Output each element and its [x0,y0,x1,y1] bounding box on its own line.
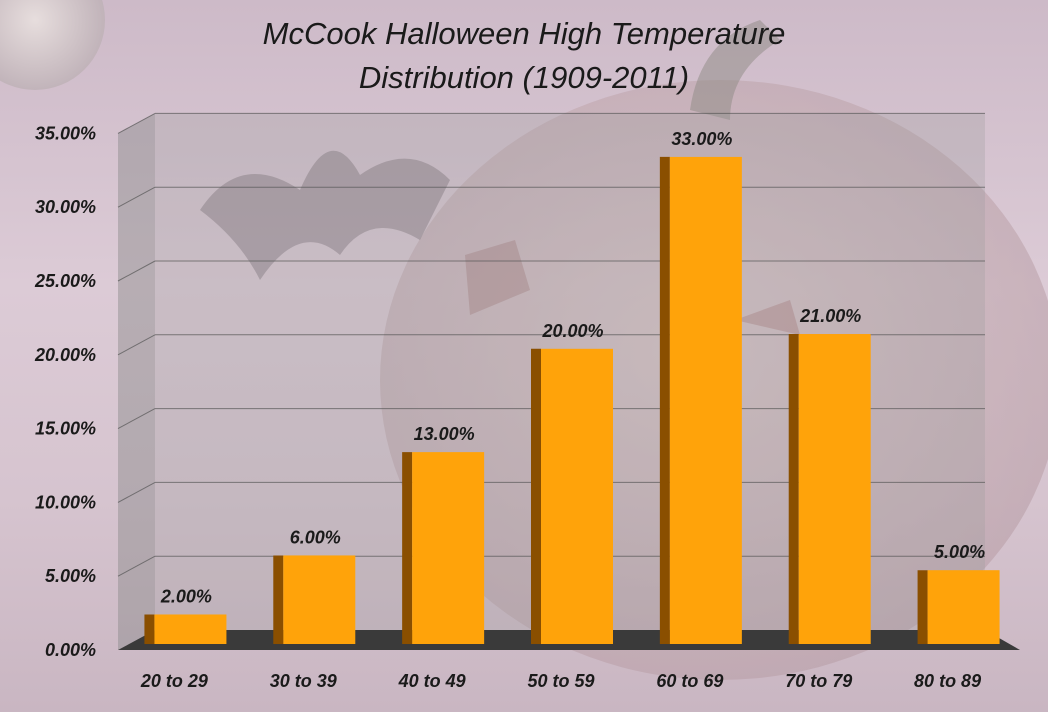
pumpkin-eye-shape [465,240,530,315]
bar [273,555,356,644]
data-label: 21.00% [799,306,861,326]
bar-front [927,570,1000,644]
data-label: 20.00% [541,321,603,341]
chart-title-line-2: Distribution (1909-2011) [358,60,690,95]
gridline-side [117,186,156,208]
x-tick-label: 40 to 49 [398,671,466,691]
bar-front [669,156,742,645]
x-tick-label: 50 to 59 [527,671,594,691]
bar-side [402,452,413,644]
gridline-side [117,555,156,577]
bat-shape [200,150,450,280]
bar-side [144,614,155,644]
pumpkin-stem-shape [690,20,780,120]
bar [402,452,485,644]
bar-side [273,555,284,644]
data-label: 2.00% [160,586,212,606]
bars [144,156,1000,645]
bar-front [283,555,356,644]
x-tick-label: 70 to 79 [785,671,852,691]
bar-front [798,334,871,644]
bar-side [659,156,670,645]
bar-front [412,452,485,644]
bar-side [917,570,928,644]
chart-title-line-1: McCook Halloween High Temperature [262,16,786,51]
gridline-side [117,408,156,430]
x-tick-label: 60 to 69 [656,671,723,691]
bar [659,156,742,645]
bar [788,334,871,644]
y-tick-label: 5.00% [45,566,96,586]
data-label: 33.00% [671,129,732,149]
y-tick-label: 0.00% [45,640,96,660]
data-labels: 2.00% 6.00% 13.00% 20.00% 33.00% 21.00% 5.00% [160,129,985,607]
bar-front [154,614,227,644]
y-axis-ticks: 0.00% 5.00% 10.00% 15.00% 20.00% 25.00% 30.00%… [34,123,96,660]
moon-shape [0,0,105,90]
bar [917,570,1000,644]
gridline-side [117,481,156,503]
y-tick-label: 30.00% [35,197,96,217]
gridline-side [117,334,156,356]
gridline-side [117,260,156,282]
y-tick-label: 20.00% [34,345,96,365]
data-label: 5.00% [934,542,985,562]
bar-front [541,348,613,644]
x-tick-label: 80 to 89 [914,671,981,691]
y-tick-label: 35.00% [35,123,96,143]
pumpkin-eye-right-shape [735,300,800,335]
y-tick-label: 10.00% [35,492,96,512]
x-tick-label: 20 to 29 [140,671,208,691]
y-tick-label: 25.00% [34,271,96,291]
bar-side [531,348,541,644]
data-label: 13.00% [414,424,475,444]
side-wall [118,113,155,650]
gridline-side [117,112,156,134]
x-tick-label: 30 to 39 [270,671,337,691]
y-tick-label: 15.00% [35,419,96,439]
x-axis-ticks: 20 to 29 30 to 39 40 to 49 50 to 59 60 to 69… [140,671,981,691]
bar [144,614,227,644]
data-label: 6.00% [290,527,341,547]
bar [531,348,613,644]
bar-side [788,334,799,644]
